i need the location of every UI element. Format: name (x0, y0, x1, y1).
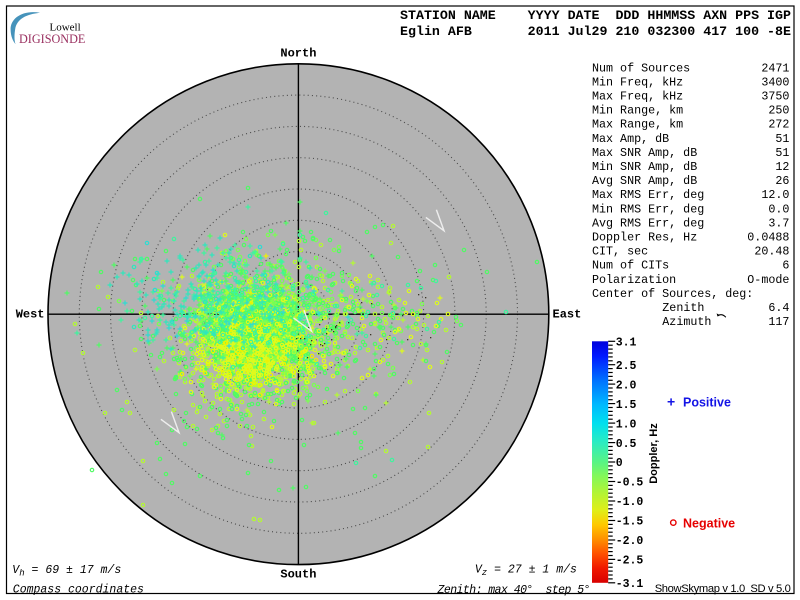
svg-text:Max Amp, dB: Max Amp, dB (592, 132, 669, 146)
svg-text:1.0: 1.0 (616, 418, 637, 431)
svg-text:51: 51 (775, 132, 789, 146)
svg-text:Center of Sources, deg:: Center of Sources, deg: (592, 287, 753, 301)
svg-text:Zenith: Zenith (662, 301, 704, 315)
svg-text:2.5: 2.5 (616, 360, 637, 373)
svg-text:Positive: Positive (683, 396, 731, 410)
svg-text:Polarization: Polarization (592, 273, 676, 287)
svg-text:-1.5: -1.5 (616, 516, 644, 529)
svg-text:Max Range, km: Max Range, km (592, 118, 683, 132)
svg-text:0.0488: 0.0488 (747, 231, 789, 245)
svg-text:North: North (280, 47, 316, 61)
svg-text:Negative: Negative (683, 517, 735, 531)
svg-text:2.0: 2.0 (616, 379, 637, 392)
svg-text:Vz = 27 ± 1 m/s: Vz = 27 ± 1 m/s (475, 564, 577, 579)
svg-text:3.7: 3.7 (768, 216, 789, 230)
svg-text:Avg RMS Err, deg: Avg RMS Err, deg (592, 216, 704, 230)
svg-text:-2.5: -2.5 (616, 555, 644, 568)
svg-text:STATION NAME YYYY DATE DDD: STATION NAME YYYY DATE DDD HHMMSS AXN PP… (400, 8, 791, 23)
svg-text:Eglin AFB 2011 Jul29 210: Eglin AFB 2011 Jul29 210 032300 417 100 … (400, 24, 791, 39)
svg-text:51: 51 (775, 146, 789, 160)
svg-text:272: 272 (768, 118, 789, 132)
svg-text:117: 117 (768, 315, 789, 329)
svg-text:250: 250 (768, 104, 789, 118)
svg-text:South: South (280, 568, 316, 582)
svg-text:Min Range, km: Min Range, km (592, 104, 683, 118)
svg-text:6: 6 (782, 259, 789, 273)
svg-text:Min Freq, kHz: Min Freq, kHz (592, 75, 683, 89)
svg-text:DIGISONDE: DIGISONDE (19, 32, 85, 46)
svg-text:3.1: 3.1 (616, 337, 637, 350)
svg-text:CIT, sec: CIT, sec (592, 245, 648, 259)
svg-text:O-mode: O-mode (747, 273, 789, 287)
svg-text:Max RMS Err, deg: Max RMS Err, deg (592, 188, 704, 202)
svg-text:Compass coordinates: Compass coordinates (13, 583, 144, 596)
svg-text:Min SNR Amp, dB: Min SNR Amp, dB (592, 160, 697, 174)
svg-text:Zenith: max 40° step 5°: Zenith: max 40° step 5° (437, 584, 590, 597)
svg-text:East: East (553, 308, 582, 322)
svg-text:Num of CITs: Num of CITs (592, 259, 669, 273)
svg-text:-0.5: -0.5 (616, 477, 644, 490)
svg-text:3400: 3400 (761, 75, 789, 89)
svg-text:20.48: 20.48 (754, 245, 789, 259)
svg-text:Doppler Res, Hz: Doppler Res, Hz (592, 231, 697, 245)
svg-text:Azimuth: Azimuth (662, 315, 711, 329)
svg-text:Num of Sources: Num of Sources (592, 61, 690, 75)
svg-text:12: 12 (775, 160, 789, 174)
svg-text:0: 0 (616, 457, 623, 470)
svg-text:6.4: 6.4 (768, 301, 789, 315)
svg-text:-1.0: -1.0 (616, 496, 644, 509)
svg-text:West: West (16, 308, 45, 322)
svg-text:Min RMS Err, deg: Min RMS Err, deg (592, 202, 704, 216)
svg-text:-3.1: -3.1 (616, 578, 644, 591)
svg-text:0.0: 0.0 (768, 202, 789, 216)
svg-text:ShowSkymap v 1.0 SD v 5.0: ShowSkymap v 1.0 SD v 5.0 (655, 583, 791, 595)
svg-text:+: + (667, 394, 675, 410)
svg-text:Vh = 69 ± 17 m/s: Vh = 69 ± 17 m/s (12, 564, 121, 579)
svg-text:Max SNR Amp, dB: Max SNR Amp, dB (592, 146, 697, 160)
svg-text:12.0: 12.0 (761, 188, 789, 202)
svg-text:Max Freq, kHz: Max Freq, kHz (592, 90, 683, 104)
svg-text:Avg SNR Amp, dB: Avg SNR Amp, dB (592, 174, 697, 188)
svg-text:3750: 3750 (761, 90, 789, 104)
svg-text:1.5: 1.5 (616, 399, 637, 412)
svg-text:Doppler, Hz: Doppler, Hz (648, 423, 660, 484)
svg-text:2471: 2471 (761, 61, 789, 75)
svg-text:0.5: 0.5 (616, 438, 637, 451)
svg-text:-2.0: -2.0 (616, 535, 644, 548)
svg-text:Lowell: Lowell (50, 22, 81, 34)
svg-text:26: 26 (775, 174, 789, 188)
